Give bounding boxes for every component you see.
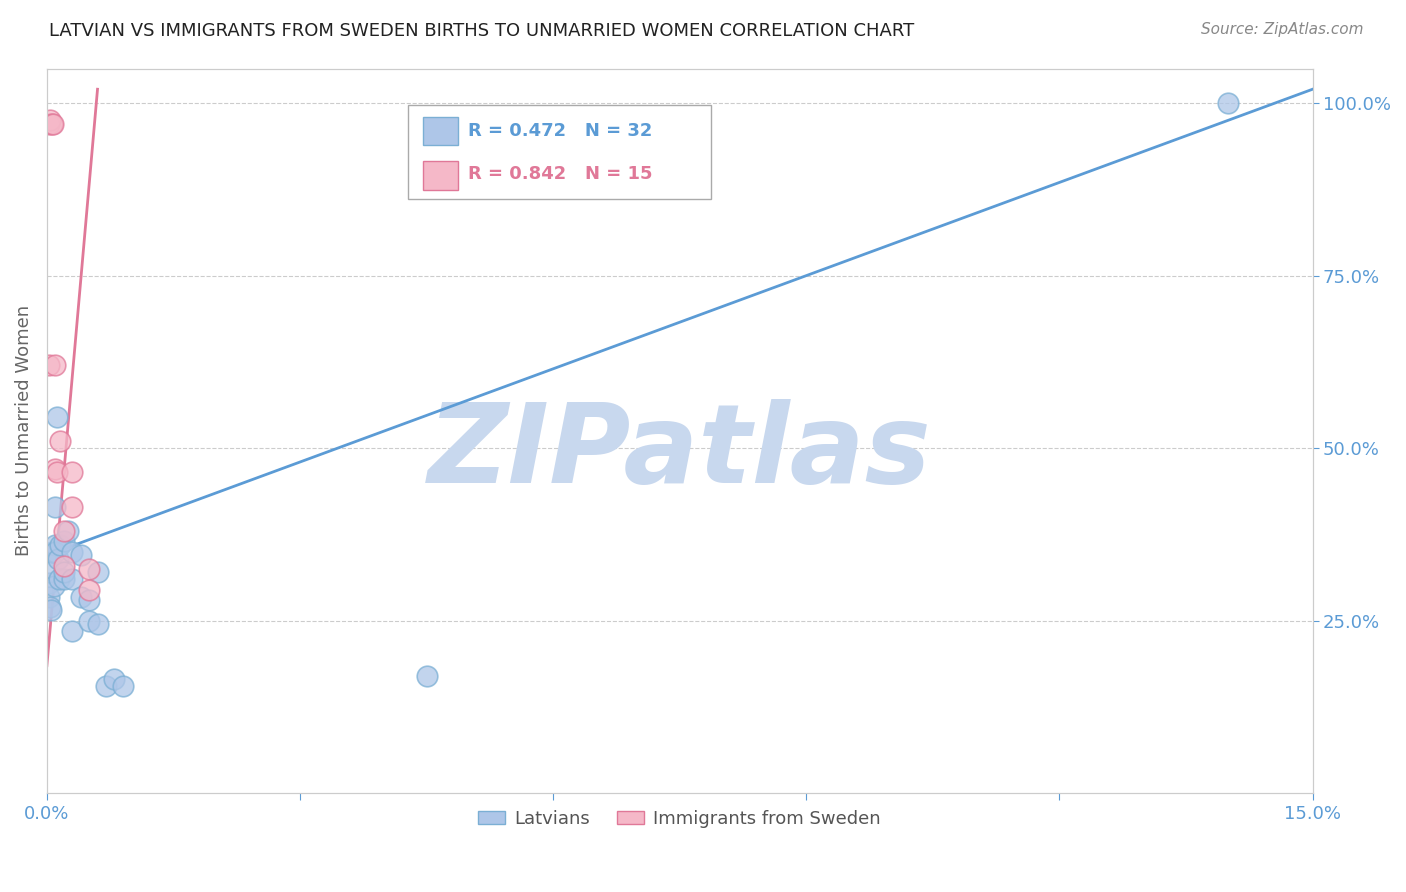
Point <box>69 548 91 562</box>
Point <box>86 566 108 580</box>
Point <box>52 566 75 580</box>
Text: Source: ZipAtlas.com: Source: ZipAtlas.com <box>1201 22 1364 37</box>
Point <box>52 558 75 573</box>
Point <box>94 679 117 693</box>
Point <box>77 562 100 576</box>
Point <box>39 113 62 128</box>
Point <box>44 359 66 373</box>
Point <box>52 572 75 586</box>
Point <box>86 617 108 632</box>
Point <box>41 117 63 131</box>
Text: R = 0.472   N = 32: R = 0.472 N = 32 <box>468 122 652 140</box>
Point <box>38 117 60 131</box>
Point <box>41 545 63 559</box>
Text: ZIPatlas: ZIPatlas <box>427 400 932 506</box>
Point <box>48 538 70 552</box>
Point <box>38 575 60 590</box>
Point <box>46 551 69 566</box>
Text: R = 0.842   N = 15: R = 0.842 N = 15 <box>468 164 652 183</box>
Y-axis label: Births to Unmarried Women: Births to Unmarried Women <box>15 305 32 557</box>
Point <box>44 538 66 552</box>
Point <box>56 524 79 538</box>
Point <box>48 434 70 449</box>
Point <box>38 566 60 580</box>
Legend: Latvians, Immigrants from Sweden: Latvians, Immigrants from Sweden <box>471 803 889 835</box>
Point <box>42 579 65 593</box>
Point <box>52 534 75 549</box>
Point <box>1218 96 1240 111</box>
Bar <box>423 161 458 190</box>
Point <box>38 359 60 373</box>
Point <box>103 673 125 687</box>
Point <box>60 466 83 480</box>
Point <box>69 590 91 604</box>
Point <box>44 500 66 514</box>
Point <box>60 545 83 559</box>
Point <box>77 582 100 597</box>
Point <box>77 614 100 628</box>
Point <box>39 603 62 617</box>
Point <box>60 624 83 639</box>
Point <box>44 462 66 476</box>
Point <box>42 117 65 131</box>
Point <box>46 466 69 480</box>
Point <box>111 679 134 693</box>
Bar <box>423 117 458 145</box>
Point <box>77 593 100 607</box>
Text: LATVIAN VS IMMIGRANTS FROM SWEDEN BIRTHS TO UNMARRIED WOMEN CORRELATION CHART: LATVIAN VS IMMIGRANTS FROM SWEDEN BIRTHS… <box>49 22 914 40</box>
Point <box>46 410 69 425</box>
Point <box>38 590 60 604</box>
Point <box>44 545 66 559</box>
Point <box>60 572 83 586</box>
Point <box>52 524 75 538</box>
Point <box>39 599 62 614</box>
Point <box>48 572 70 586</box>
Point <box>415 669 437 683</box>
FancyBboxPatch shape <box>408 104 711 199</box>
Point <box>60 500 83 514</box>
